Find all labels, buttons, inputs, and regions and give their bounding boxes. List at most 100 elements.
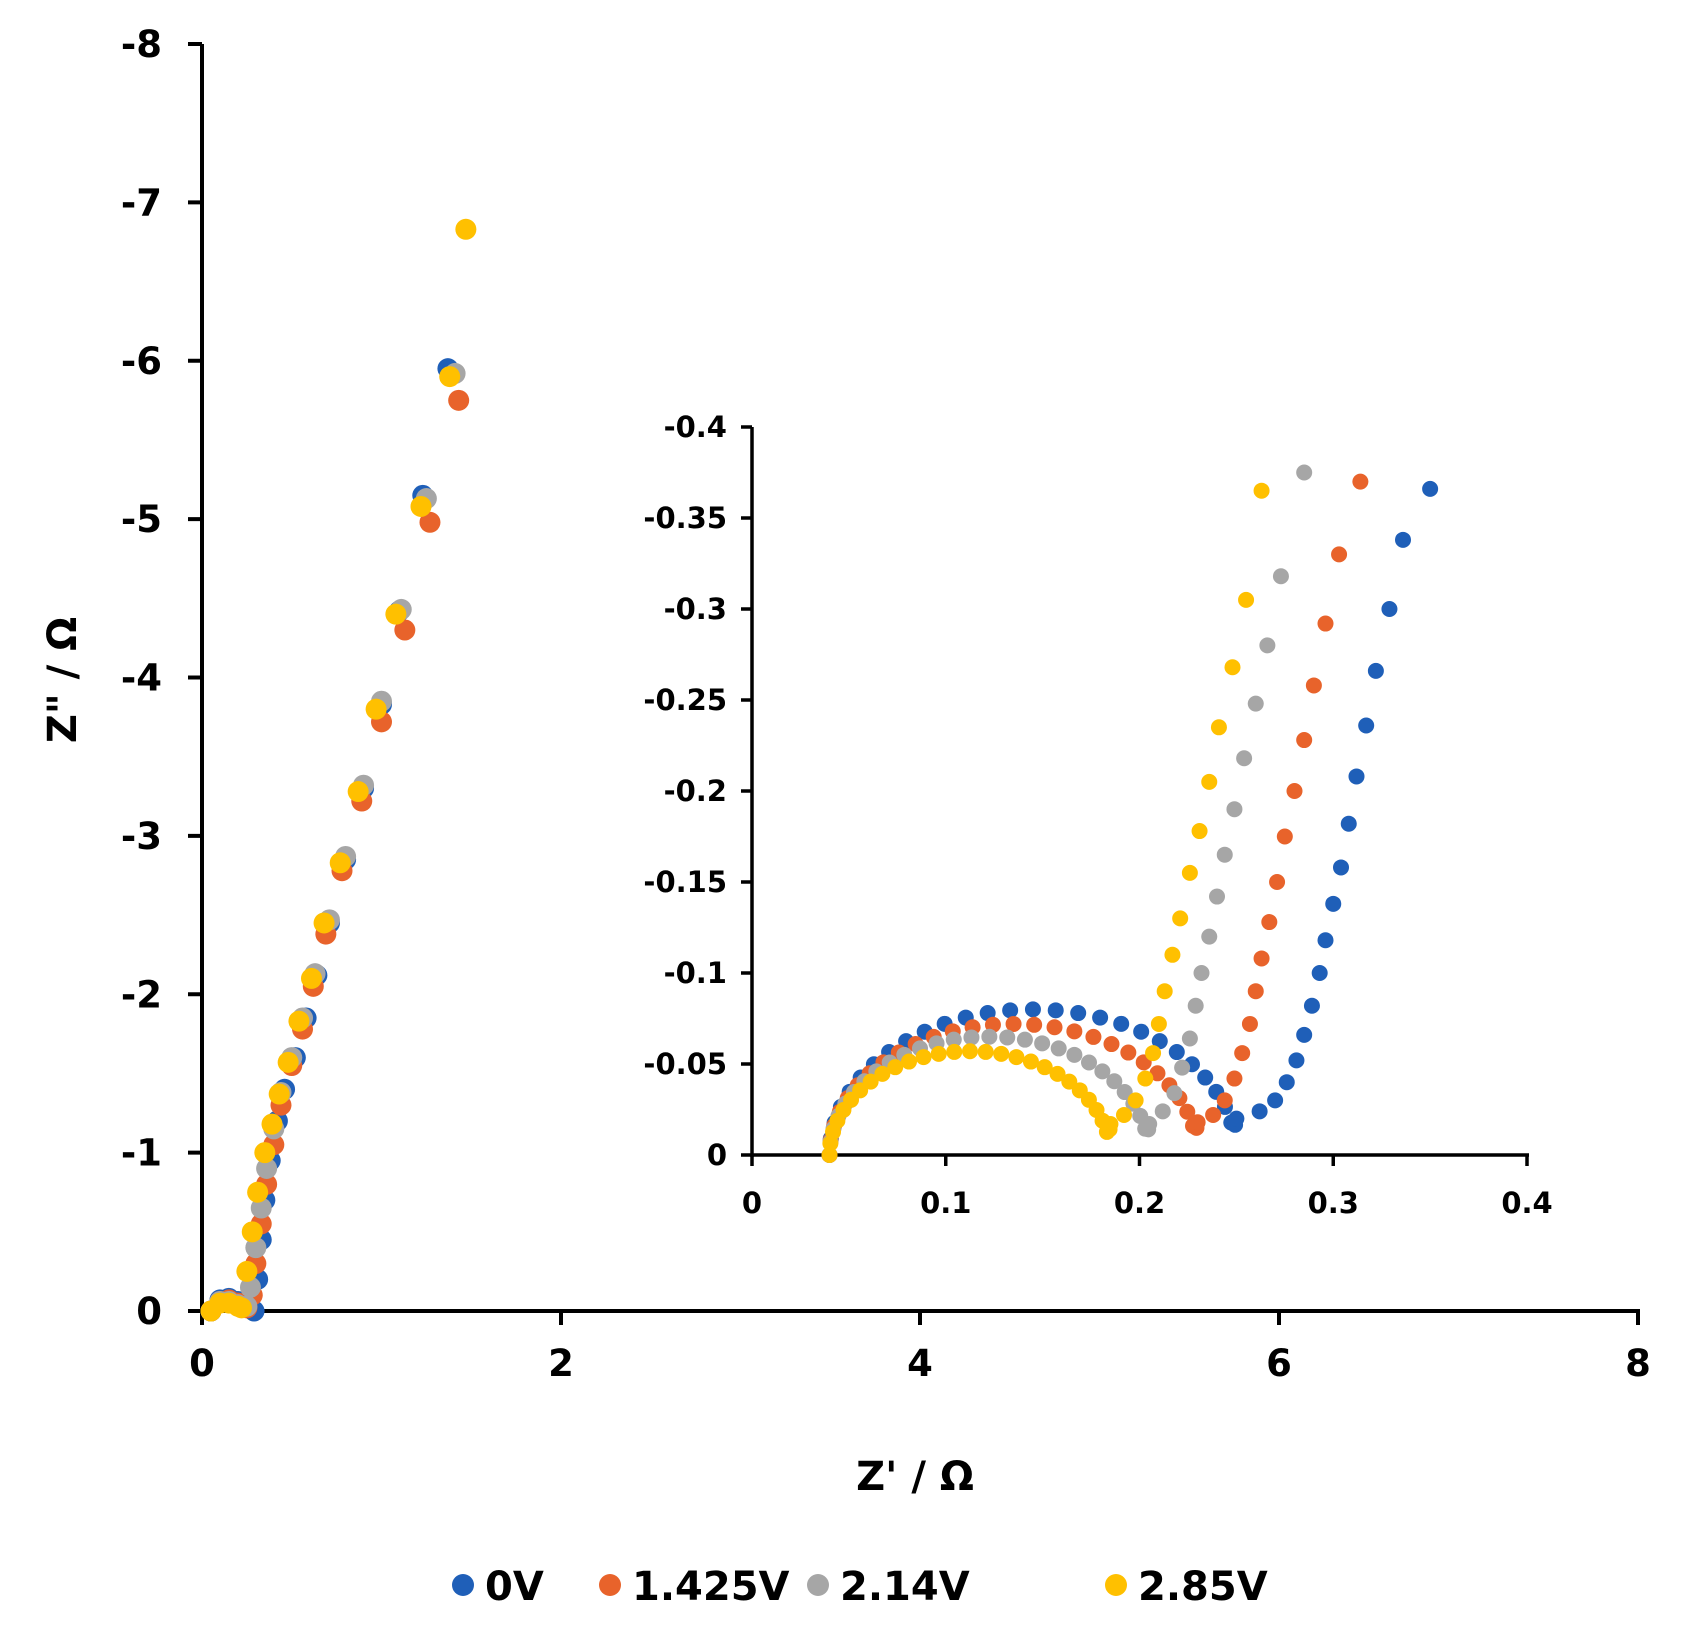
inset-data-point bbox=[1296, 732, 1313, 749]
inset-data-point bbox=[1145, 1045, 1162, 1062]
inset-data-point bbox=[1181, 864, 1198, 881]
inset-data-point bbox=[1026, 1016, 1043, 1033]
inset-data-point bbox=[1381, 601, 1398, 617]
inset-data-point bbox=[1116, 1084, 1133, 1101]
inset-data-point bbox=[1226, 1070, 1243, 1087]
main-data-point bbox=[385, 603, 407, 625]
main-x-tick-label: 0 bbox=[189, 1342, 215, 1385]
main-plot-points bbox=[200, 218, 477, 1322]
main-data-point bbox=[236, 1260, 258, 1282]
inset-data-point bbox=[961, 1043, 978, 1060]
inset-data-point bbox=[1253, 482, 1270, 499]
main-data-point bbox=[268, 1083, 290, 1105]
inset-data-point bbox=[1066, 1046, 1083, 1063]
main-y-tick-label: -4 bbox=[121, 657, 162, 700]
x-axis-title: Z' / Ω bbox=[856, 1454, 974, 1500]
inset-data-point bbox=[887, 1059, 904, 1076]
inset-data-point bbox=[1137, 1070, 1154, 1087]
main-y-tick-label: -3 bbox=[121, 815, 162, 858]
inset-data-point bbox=[1127, 1092, 1144, 1109]
inset-data-point bbox=[1201, 928, 1218, 945]
inset-data-point bbox=[1050, 1040, 1067, 1057]
main-data-point bbox=[256, 1157, 278, 1179]
legend-marker bbox=[452, 1574, 474, 1596]
inset-data-point bbox=[977, 1043, 994, 1060]
inset-data-point bbox=[1259, 637, 1276, 654]
main-y-tick-label: 0 bbox=[136, 1290, 162, 1333]
inset-data-point bbox=[1234, 1045, 1251, 1062]
inset-data-point bbox=[1164, 946, 1181, 963]
inset-data-point bbox=[1276, 828, 1293, 845]
inset-data-point bbox=[1253, 950, 1270, 967]
main-data-point bbox=[394, 619, 416, 641]
inset-data-point bbox=[1247, 983, 1264, 1000]
inset-data-point bbox=[993, 1045, 1010, 1062]
inset-data-point bbox=[1269, 874, 1286, 890]
legend-label: 0V bbox=[485, 1564, 544, 1610]
inset-data-point bbox=[1156, 983, 1173, 1000]
inset-data-point bbox=[1179, 1103, 1196, 1120]
inset-data-point bbox=[1008, 1049, 1025, 1066]
inset-data-point bbox=[1241, 1015, 1258, 1032]
inset-data-point bbox=[1352, 473, 1369, 490]
inset-data-point bbox=[1141, 1116, 1158, 1133]
main-data-point bbox=[300, 967, 322, 989]
main-x-tick-label: 2 bbox=[548, 1342, 574, 1385]
main-x-tick-label: 6 bbox=[1266, 1342, 1292, 1385]
inset-data-point bbox=[1106, 1073, 1123, 1090]
inset-data-point bbox=[1103, 1036, 1120, 1053]
legend-marker bbox=[1105, 1574, 1127, 1596]
inset-y-tick-label: -0.1 bbox=[664, 956, 727, 990]
inset-data-point bbox=[1168, 1044, 1185, 1061]
inset-data-point bbox=[1049, 1065, 1066, 1082]
inset-data-point bbox=[930, 1045, 947, 1062]
inset-data-point bbox=[862, 1073, 879, 1090]
main-data-point bbox=[313, 912, 335, 934]
inset-x-tick-label: 0.4 bbox=[1501, 1186, 1552, 1220]
main-y-tick-label: -2 bbox=[121, 973, 162, 1016]
legend-item: 2.85V bbox=[1105, 1564, 1268, 1610]
inset-data-point bbox=[1034, 1035, 1051, 1052]
inset-data-point bbox=[1395, 531, 1411, 548]
inset-data-point bbox=[1348, 768, 1365, 785]
main-data-point bbox=[439, 366, 461, 388]
inset-data-point bbox=[1311, 965, 1328, 981]
inset-data-point bbox=[1333, 859, 1349, 876]
inset-y-tick-label: -0.35 bbox=[643, 501, 727, 535]
inset-data-point bbox=[1081, 1054, 1098, 1071]
inset-y-tick-label: -0.05 bbox=[643, 1047, 727, 1081]
inset-data-point bbox=[874, 1065, 891, 1082]
inset-data-point bbox=[1116, 1106, 1132, 1123]
inset-data-point bbox=[821, 1147, 838, 1163]
inset-data-point bbox=[852, 1082, 869, 1099]
legend-item: 1.425V bbox=[599, 1564, 790, 1610]
main-data-point bbox=[261, 1113, 283, 1135]
inset-y-tick-label: -0.15 bbox=[643, 865, 727, 899]
inset-data-point bbox=[1066, 1023, 1083, 1040]
legend-label: 1.425V bbox=[632, 1564, 790, 1610]
inset-data-point bbox=[1047, 1002, 1064, 1019]
main-data-point bbox=[410, 495, 432, 517]
main-data-point bbox=[254, 1142, 276, 1164]
inset-y-tick-label: -0.2 bbox=[664, 774, 727, 808]
inset-data-point bbox=[1150, 1015, 1167, 1032]
inset-data-point bbox=[1331, 546, 1348, 563]
inset-data-point bbox=[1216, 846, 1233, 863]
inset-data-point bbox=[1210, 719, 1227, 736]
inset-data-point bbox=[1174, 1059, 1191, 1076]
inset-data-point bbox=[1422, 480, 1439, 497]
inset-data-point bbox=[1046, 1019, 1063, 1036]
y-axis-title: Z" / Ω bbox=[40, 617, 86, 743]
inset-data-point bbox=[1261, 914, 1278, 931]
inset-data-point bbox=[999, 1029, 1016, 1046]
inset-data-point bbox=[981, 1028, 998, 1045]
inset-data-point bbox=[1278, 1074, 1295, 1091]
main-data-point bbox=[329, 852, 351, 874]
main-y-tick-label: -1 bbox=[121, 1132, 162, 1175]
inset-data-point bbox=[1367, 662, 1384, 679]
inset-data-point bbox=[1094, 1063, 1111, 1080]
inset-data-point bbox=[1251, 1103, 1268, 1120]
inset-data-point bbox=[1296, 464, 1313, 481]
legend-item: 0V bbox=[452, 1564, 544, 1610]
inset-data-point bbox=[1325, 895, 1342, 912]
